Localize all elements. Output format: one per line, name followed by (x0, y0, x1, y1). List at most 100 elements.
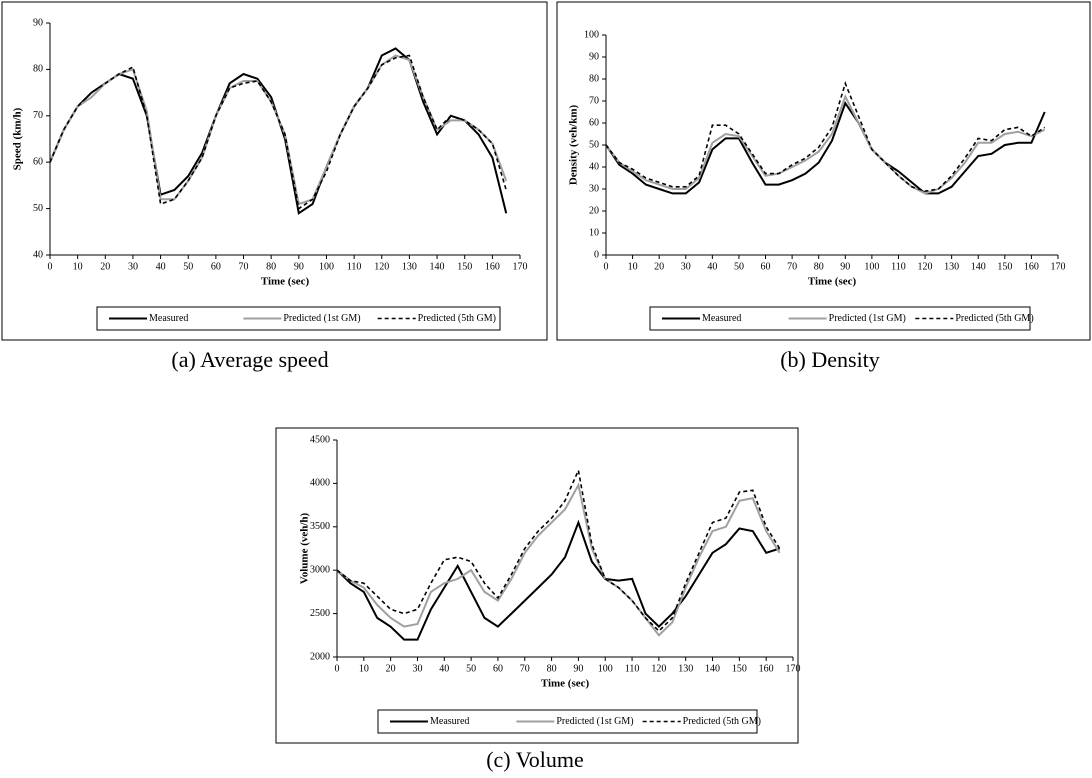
x-tick-label: 160 (485, 261, 500, 272)
panel-frame (556, 1, 1091, 341)
y-tick-label: 3500 (310, 521, 330, 532)
series-line (49, 54, 507, 210)
x-tick-label: 150 (457, 261, 472, 272)
x-tick-label: 120 (918, 261, 933, 272)
x-tick-label: 20 (386, 663, 396, 674)
x-tick-label: 80 (547, 663, 557, 674)
x-tick-label: 110 (891, 261, 906, 272)
y-tick-label: 3000 (310, 564, 330, 575)
x-tick-label: 150 (732, 663, 747, 674)
y-tick-label: 40 (589, 161, 599, 172)
y-tick-label: 10 (589, 227, 599, 238)
legend-label: Predicted (5th GM) (955, 313, 1033, 324)
y-axis-title: Volume (veh/h) (299, 512, 311, 584)
y-tick-label: 2000 (310, 651, 330, 662)
x-tick-label: 50 (734, 261, 744, 272)
x-tick-label: 20 (654, 261, 664, 272)
x-tick-label: 60 (211, 261, 221, 272)
caption: (b) Density (780, 347, 880, 372)
y-tick-label: 50 (33, 203, 43, 214)
y-tick-label: 30 (589, 183, 599, 194)
x-tick-label: 120 (651, 663, 666, 674)
y-tick-label: 90 (33, 17, 43, 28)
x-tick-label: 80 (266, 261, 276, 272)
x-tick-label: 40 (156, 261, 166, 272)
x-tick-label: 170 (1051, 261, 1066, 272)
x-tick-label: 130 (402, 261, 417, 272)
x-tick-label: 100 (319, 261, 334, 272)
legend-label: Predicted (1st GM) (556, 716, 633, 727)
x-tick-label: 100 (864, 261, 879, 272)
y-tick-label: 0 (594, 249, 599, 260)
y-tick-label: 50 (589, 139, 599, 150)
y-tick-label: 60 (589, 117, 599, 128)
series-line (336, 467, 781, 633)
x-axis-title: Time (sec) (541, 678, 590, 690)
x-tick-label: 100 (598, 663, 613, 674)
x-tick-label: 10 (73, 261, 83, 272)
x-tick-label: 120 (374, 261, 389, 272)
x-tick-label: 90 (294, 261, 304, 272)
x-tick-label: 10 (628, 261, 638, 272)
x-tick-label: 110 (347, 261, 362, 272)
x-tick-label: 150 (997, 261, 1012, 272)
x-tick-label: 70 (520, 663, 530, 674)
legend-label: Measured (702, 313, 741, 324)
x-tick-label: 130 (944, 261, 959, 272)
x-axis-title: Time (sec) (808, 276, 857, 288)
y-tick-label: 4500 (310, 434, 330, 445)
y-tick-label: 20 (589, 205, 599, 216)
y-tick-label: 100 (584, 29, 599, 40)
x-tick-label: 170 (513, 261, 528, 272)
legend-label: Predicted (1st GM) (283, 313, 360, 324)
x-tick-label: 130 (678, 663, 693, 674)
y-axis-title: Density (veh/km) (568, 104, 580, 185)
x-tick-label: 40 (439, 663, 449, 674)
y-tick-label: 80 (33, 64, 43, 75)
x-tick-label: 30 (412, 663, 422, 674)
series-line (605, 100, 1046, 195)
x-tick-label: 140 (705, 663, 720, 674)
x-tick-label: 30 (681, 261, 691, 272)
x-tick-label: 0 (604, 261, 609, 272)
x-tick-label: 160 (1024, 261, 1039, 272)
x-tick-label: 10 (359, 663, 369, 674)
x-tick-label: 80 (814, 261, 824, 272)
x-tick-label: 0 (335, 663, 340, 674)
legend-box (377, 709, 758, 734)
legend-label: Predicted (1st GM) (829, 313, 906, 324)
x-tick-label: 160 (759, 663, 774, 674)
series-line (336, 519, 780, 641)
x-tick-label: 20 (100, 261, 110, 272)
y-tick-label: 70 (33, 110, 43, 121)
y-tick-label: 2500 (310, 608, 330, 619)
x-tick-label: 170 (786, 663, 801, 674)
panel-frame (275, 427, 799, 744)
y-tick-label: 60 (33, 156, 43, 167)
x-tick-label: 30 (128, 261, 138, 272)
series-line (336, 482, 781, 637)
x-tick-label: 0 (48, 261, 53, 272)
legend-label: Measured (430, 716, 469, 727)
series-line (605, 80, 1046, 193)
x-tick-label: 70 (787, 261, 797, 272)
y-tick-label: 80 (589, 73, 599, 84)
y-axis-title: Speed (km/h) (12, 107, 24, 170)
legend-label: Predicted (5th GM) (418, 313, 496, 324)
x-tick-label: 90 (840, 261, 850, 272)
legend-box (649, 306, 1031, 331)
legend-box (96, 306, 501, 331)
x-axis-title: Time (sec) (261, 276, 310, 288)
x-tick-label: 140 (430, 261, 445, 272)
x-tick-label: 110 (625, 663, 640, 674)
x-tick-label: 50 (466, 663, 476, 674)
caption: (a) Average speed (171, 347, 328, 372)
x-tick-label: 40 (707, 261, 717, 272)
legend-label: Predicted (5th GM) (683, 716, 761, 727)
series-line (605, 94, 1046, 195)
legend-label: Measured (149, 313, 188, 324)
x-tick-label: 50 (183, 261, 193, 272)
x-tick-label: 90 (573, 663, 583, 674)
y-tick-label: 90 (589, 51, 599, 62)
